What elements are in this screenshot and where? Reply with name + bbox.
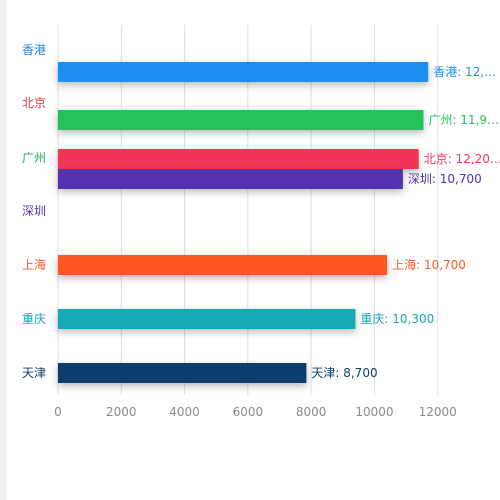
category-label: 重庆 bbox=[22, 312, 46, 326]
bar-value-label: 深圳: 10,700 bbox=[408, 172, 482, 186]
x-axis-tick-labels: 0 2000 4000 6000 8000 10000 12000 bbox=[54, 405, 457, 419]
category-label: 深圳 bbox=[22, 204, 46, 218]
category-label: 天津 bbox=[22, 366, 46, 380]
bar-value-label: 天津: 8,700 bbox=[311, 366, 377, 380]
bar[interactable] bbox=[58, 169, 403, 189]
x-tick-label: 10000 bbox=[355, 405, 393, 419]
bar-value-label: 香港: 12,… bbox=[433, 65, 496, 79]
bar-value-label: 重庆: 10,300 bbox=[360, 312, 434, 326]
category-label: 北京 bbox=[22, 96, 46, 110]
bar[interactable] bbox=[58, 110, 424, 130]
left-panel-strip bbox=[0, 0, 7, 500]
bar[interactable] bbox=[58, 62, 429, 82]
x-tick-label: 2000 bbox=[106, 405, 137, 419]
category-label: 上海 bbox=[22, 257, 46, 272]
bars bbox=[58, 62, 429, 383]
bar-value-label: 广州: 11,9… bbox=[428, 113, 499, 127]
bar-value-label: 上海: 10,700 bbox=[392, 257, 466, 272]
bar[interactable] bbox=[58, 309, 356, 329]
x-tick-label: 0 bbox=[54, 405, 62, 419]
x-tick-label: 8000 bbox=[296, 405, 327, 419]
category-label: 广州 bbox=[22, 151, 46, 165]
bar[interactable] bbox=[58, 363, 307, 383]
bar-labels: 香港: 12,… 广州: 11,9… 北京: 12,20… 深圳: 10,700 上海:… bbox=[311, 65, 500, 380]
bar[interactable] bbox=[58, 255, 388, 275]
x-tick-label: 4000 bbox=[169, 405, 200, 419]
x-tick-label: 12000 bbox=[419, 405, 457, 419]
grid-lines bbox=[57, 25, 439, 395]
category-label: 香港 bbox=[22, 43, 46, 57]
bar-value-label: 北京: 12,20… bbox=[424, 152, 500, 166]
x-tick-label: 6000 bbox=[233, 405, 264, 419]
bar[interactable] bbox=[58, 149, 419, 169]
